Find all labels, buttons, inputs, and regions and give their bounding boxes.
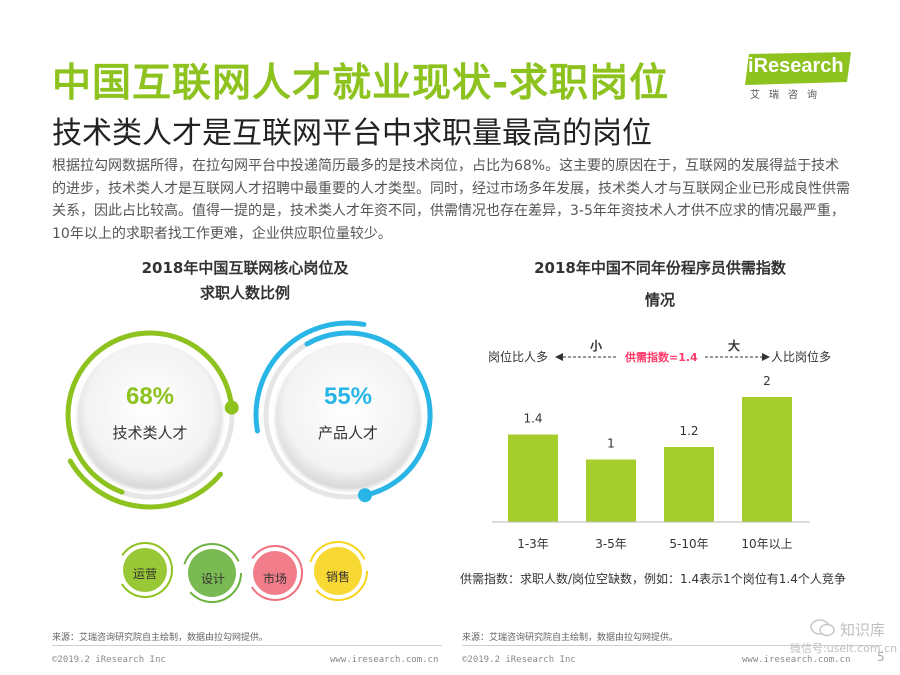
ring-value-tech: 68% [125,383,175,410]
chart-footnote: 供需指数：求职人数/岗位空缺数，例如：1.4表示1个岗位有1.4个人竞争 [460,572,846,586]
bar-0 [508,434,558,522]
scale-right-note: 人比岗位多 [771,350,832,364]
watermark-brand: 知识库 [840,621,886,639]
logo-wordmark: iResearch [748,55,844,77]
scale-left-note: 岗位比人多 [488,350,549,364]
bubble-label-ops: 运营 [132,567,157,581]
right-url[interactable]: www.iresearch.com.cn [742,655,851,665]
left-chart-title-line1: 2018年中国互联网核心岗位及 [141,259,349,277]
left-copyright: ©2019.2 iResearch Inc [52,655,166,665]
bar-category-label-1: 3-5年 [595,537,627,551]
bar-3 [742,397,792,522]
logo-subtitle: 艾瑞咨询 [750,90,826,101]
bar-value-label-1: 1 [607,437,615,451]
bar-category-label-0: 1-3年 [517,537,549,551]
ring-outer-arc-tech [67,458,223,510]
bar-1 [586,459,636,522]
bubble-label-design: 设计 [200,572,225,586]
page-number: 5 [877,650,885,664]
bar-value-label-0: 1.4 [523,412,542,426]
ring-disc-product [276,343,420,487]
bubble-ring-3 [308,541,368,601]
ring-label-tech: 技术类人才 [112,424,188,442]
scale-arrow [555,353,770,361]
ring-arc-product [304,330,433,498]
iresearch-logo [745,52,851,85]
ring-disc-tech [78,343,222,487]
bubble-1 [188,549,236,597]
bar-chart: 1.4 1-3年 1 3-5年 1.2 5-10年 2 10年以上 [492,374,810,551]
right-chart-title-line2: 情况 [644,291,675,309]
bubble-2 [253,551,297,595]
watermark-account: 微信号:useit.com.cn [790,642,898,655]
scale-center-note: 供需指数=1.4 [625,351,698,364]
summary-paragraph: 根据拉勾网数据所得，在拉勾网平台中投递简历最多的是技术岗位，占比为68%。这主要… [52,158,850,242]
left-chart-title: 2018年中国互联网核心岗位及 求职人数比例 [95,256,395,306]
ring-arc-tech [65,330,235,495]
left-divider [52,645,442,646]
scale-big-label: 大 [728,339,741,353]
ring-value-product: 55% [323,383,373,410]
ring-outer-arc-product [253,320,367,434]
ring-dot-tech [224,400,239,415]
right-copyright: ©2019.2 iResearch Inc [462,655,576,665]
left-chart-title-line2: 求职人数比例 [199,284,290,302]
ring-dot-product [358,488,372,503]
bubble-label-marketing: 市场 [262,572,287,586]
bubble-3 [314,547,362,595]
right-chart-title-line1: 2018年中国不同年份程序员供需指数 [534,259,786,277]
right-source: 来源：艾瑞咨询研究院自主绘制，数据由拉勾网提供。 [462,633,679,643]
page-title: 中国互联网人才就业现状-求职岗位 [52,61,670,106]
ring-label-product: 产品人才 [317,424,378,442]
bubble-ring-2 [247,545,303,601]
bar-category-label-3: 10年以上 [741,537,792,551]
ring-chart [65,320,433,603]
bar-category-label-2: 5-10年 [669,537,708,551]
bar-value-label-2: 1.2 [679,424,698,438]
page-subtitle: 技术类人才是互联网平台中求职量最高的岗位 [52,116,652,151]
left-source: 来源：艾瑞咨询研究院自主绘制，数据由拉勾网提供。 [52,633,269,643]
bubble-0 [123,548,167,592]
left-url[interactable]: www.iresearch.com.cn [330,655,439,665]
bubble-ring-1 [182,543,242,603]
bar-value-label-3: 2 [763,374,771,388]
scale-small-label: 小 [590,339,603,353]
bubble-label-sales: 销售 [325,570,350,584]
bubble-ring-0 [117,542,173,598]
wechat-icon [810,619,835,637]
right-divider [462,645,882,646]
bar-2 [664,447,714,522]
